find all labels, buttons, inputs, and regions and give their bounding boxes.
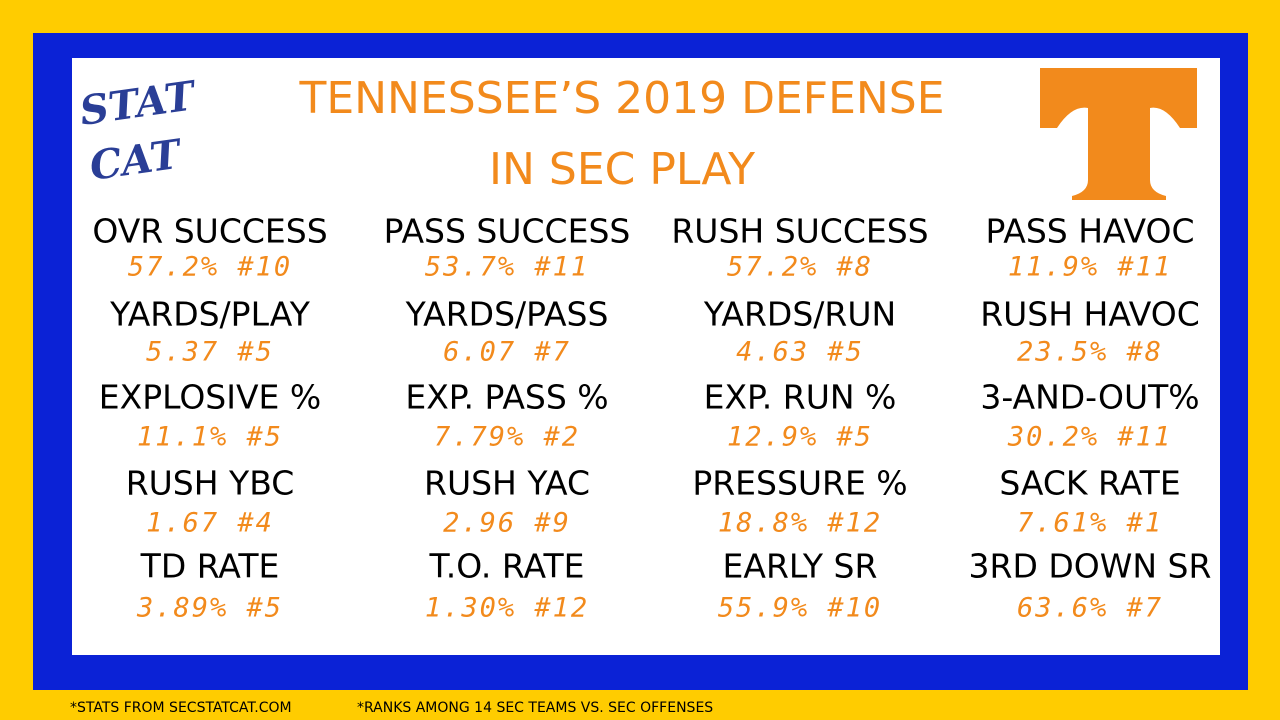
footnote: *STATS FROM SECSTATCAT.COM (70, 700, 292, 716)
stat-label: T.O. RATE (429, 547, 585, 586)
stat-label: YARDS/RUN (703, 295, 896, 334)
stat-value: 1.67 #4 (146, 508, 274, 539)
stat-value: 55.9% #10 (718, 593, 882, 624)
stat-label: PASS SUCCESS (384, 212, 631, 251)
stat-label: PRESSURE % (692, 464, 907, 503)
stat-label: EXPLOSIVE % (99, 378, 322, 417)
stat-value: 4.63 #5 (736, 337, 864, 368)
stat-value: 7.61% #1 (1017, 508, 1163, 539)
stat-value: 2.96 #9 (443, 508, 571, 539)
stat-value: 5.37 #5 (146, 337, 274, 368)
stat-value: 3.89% #5 (136, 593, 283, 624)
stat-label: RUSH SUCCESS (671, 212, 928, 251)
footnote: *RANKS AMONG 14 SEC TEAMS VS. SEC OFFENS… (357, 700, 713, 716)
stat-value: 63.6% #7 (1017, 593, 1163, 624)
team-logo (1040, 68, 1197, 200)
stat-value: 18.8% #12 (718, 508, 882, 539)
title: TENNESSEE’S 2019 DEFENSE (298, 73, 944, 124)
panel (72, 58, 1220, 655)
stat-label: 3-AND-OUT% (980, 378, 1199, 417)
stat-label: YARDS/PASS (405, 295, 609, 334)
stat-label: PASS HAVOC (985, 212, 1194, 251)
stat-value: 11.9% #11 (1008, 252, 1172, 283)
stat-value: 1.30% #12 (425, 593, 589, 624)
title: IN SEC PLAY (489, 144, 755, 195)
stat-value: 53.7% #11 (425, 252, 589, 283)
stat-label: RUSH HAVOC (980, 295, 1200, 334)
stat-label: OVR SUCCESS (92, 212, 327, 251)
stat-value: 23.5% #8 (1017, 337, 1163, 368)
stat-value: 30.2% #11 (1007, 422, 1172, 453)
stat-label: EXP. PASS % (405, 378, 608, 417)
stat-label: EARLY SR (723, 547, 878, 586)
stat-value: 57.2% #10 (128, 252, 292, 283)
stat-label: RUSH YBC (126, 464, 295, 503)
stat-label: RUSH YAC (424, 464, 590, 503)
stat-label: TD RATE (140, 547, 280, 586)
stat-label: EXP. RUN % (704, 378, 897, 417)
stat-value: 7.79% #2 (434, 422, 580, 453)
stat-value: 12.9% #5 (727, 422, 873, 453)
stat-value: 11.1% #5 (137, 422, 283, 453)
stat-value: 57.2% #8 (727, 252, 873, 283)
stat-label: 3RD DOWN SR (969, 547, 1212, 586)
stat-label: YARDS/PLAY (109, 295, 311, 334)
stat-value: 6.07 #7 (443, 337, 571, 368)
stat-label: SACK RATE (999, 464, 1180, 503)
